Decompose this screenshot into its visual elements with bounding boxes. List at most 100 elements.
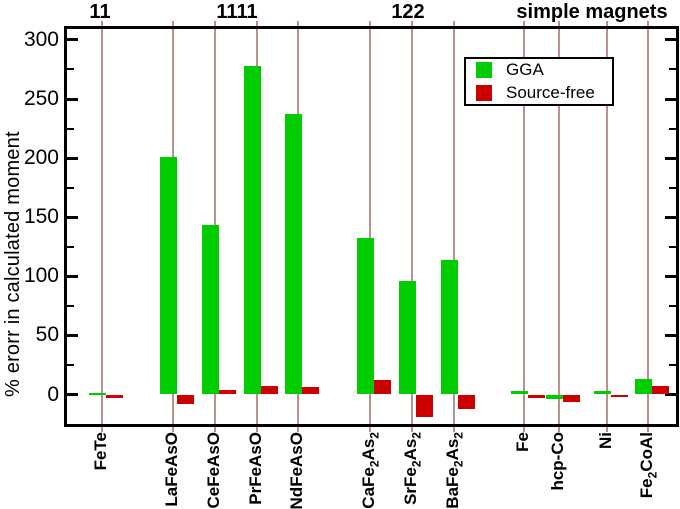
ytick-major-left-50 xyxy=(67,333,78,337)
bar-source-free-ni xyxy=(611,394,628,397)
plot-frame xyxy=(64,26,679,427)
gridline-stub-top-cefeaso xyxy=(214,21,216,26)
bar-source-free-cafe-2as-2 xyxy=(374,380,391,395)
ytick-minor-right-175 xyxy=(669,186,676,189)
gridline-stub-top-ndfeaso xyxy=(297,21,299,26)
ytick-major-right-200 xyxy=(665,156,676,160)
gridline-stub-top-srfe-2as-2 xyxy=(411,21,413,26)
x-tick-label-hcp-co: hcp-Co xyxy=(548,432,567,491)
bar-gga-srfe-2as-2 xyxy=(399,281,416,395)
gridline-stub-bottom-prfeaso xyxy=(256,427,258,432)
ytick-minor-right-25 xyxy=(669,363,676,366)
gridline-fete xyxy=(101,29,103,424)
bar-source-free-cefeaso xyxy=(219,389,236,395)
bar-source-free-ndfeaso xyxy=(302,387,319,395)
bar-gga-fe-2coal xyxy=(635,379,652,395)
bar-source-free-lafeaso xyxy=(177,394,194,404)
x-tick-label-cefeaso: CeFeAsO xyxy=(204,432,223,509)
x-tick-label-fe: Fe xyxy=(513,432,532,452)
group-label-simple-magnets: simple magnets xyxy=(516,1,668,23)
bar-source-free-fe-2coal xyxy=(652,386,669,395)
ytick-minor-left-275 xyxy=(67,68,74,71)
ytick-minor-left-75 xyxy=(67,304,74,307)
gridline-stub-top-fe-2coal xyxy=(647,21,649,26)
ytick-label-100: 100 xyxy=(23,264,59,288)
x-tick-label-fete: FeTe xyxy=(91,432,110,471)
ytick-minor-left-225 xyxy=(67,127,74,130)
x-tick-label-srfe-2as-2: SrFe2As2 xyxy=(401,432,424,505)
gridline-stub-top-ni xyxy=(606,21,608,26)
ytick-minor-right-75 xyxy=(669,304,676,307)
bar-source-free-fete xyxy=(106,394,123,399)
ytick-major-left-250 xyxy=(67,97,78,101)
x-tick-label-ni: Ni xyxy=(596,432,615,449)
x-tick-label-bafe-2as-2: BaFe2As2 xyxy=(443,432,466,509)
group-label-11: 11 xyxy=(89,1,111,23)
ytick-major-right-50 xyxy=(665,333,676,337)
ytick-label-50: 50 xyxy=(35,323,59,347)
legend-entry-gga: GGA xyxy=(476,60,612,80)
bar-gga-prfeaso xyxy=(244,65,261,395)
gridline-stub-top-prfeaso xyxy=(256,21,258,26)
gridline-stub-top-hcp-co xyxy=(558,21,560,26)
bar-gga-cafe-2as-2 xyxy=(357,238,374,395)
gridline-ni xyxy=(606,29,608,424)
ytick-minor-left-175 xyxy=(67,186,74,189)
bar-gga-cefeaso xyxy=(202,225,219,395)
gridline-stub-bottom-bafe-2as-2 xyxy=(453,427,455,432)
bar-gga-hcp-co xyxy=(546,394,563,400)
ytick-minor-left-25 xyxy=(67,363,74,366)
ytick-major-right-100 xyxy=(665,274,676,278)
gridline-stub-bottom-srfe-2as-2 xyxy=(411,427,413,432)
ytick-major-right-300 xyxy=(665,38,676,42)
ytick-major-left-200 xyxy=(67,156,78,160)
bar-gga-fete xyxy=(89,393,106,395)
ytick-label-150: 150 xyxy=(23,205,59,229)
gridline-stub-top-cafe-2as-2 xyxy=(369,21,371,26)
gridline-stub-bottom-hcp-co xyxy=(558,427,560,432)
ytick-label-200: 200 xyxy=(23,146,59,170)
ytick-label-0: 0 xyxy=(47,382,59,406)
gridline-stub-bottom-cafe-2as-2 xyxy=(369,427,371,432)
ytick-label-250: 250 xyxy=(23,87,59,110)
x-tick-label-cafe-2as-2: CaFe2As2 xyxy=(359,432,382,509)
bar-source-free-fe xyxy=(528,394,545,399)
ytick-major-right-150 xyxy=(665,215,676,219)
gridline-stub-bottom-cefeaso xyxy=(214,427,216,432)
bar-gga-lafeaso xyxy=(160,156,177,395)
gridline-stub-top-fete xyxy=(101,21,103,26)
ytick-major-right-250 xyxy=(665,97,676,101)
gridline-fe xyxy=(523,29,525,424)
gridline-stub-top-lafeaso xyxy=(172,21,174,26)
bar-gga-fe xyxy=(511,390,528,395)
ytick-minor-left-125 xyxy=(67,245,74,248)
bar-gga-bafe-2as-2 xyxy=(441,259,458,395)
ytick-major-right-0 xyxy=(665,393,676,396)
gridline-bafe-2as-2 xyxy=(453,29,455,424)
ytick-major-left-300 xyxy=(67,38,78,42)
ytick-minor-right-275 xyxy=(669,68,676,71)
gridline-stub-bottom-fete xyxy=(101,427,103,432)
x-tick-label-ndfeaso: NdFeAsO xyxy=(287,432,306,509)
legend-entry-source-free: Source-free xyxy=(476,83,612,103)
x-tick-label-fe-2coal: Fe2CoAl xyxy=(637,432,660,499)
gridline-stub-top-fe xyxy=(523,21,525,26)
legend-swatch-source-free xyxy=(476,85,492,101)
gridline-stub-bottom-ndfeaso xyxy=(297,427,299,432)
legend-label-source-free: Source-free xyxy=(506,83,595,102)
bar-source-free-bafe-2as-2 xyxy=(458,394,475,409)
bar-source-free-srfe-2as-2 xyxy=(416,394,433,417)
gridline-stub-bottom-lafeaso xyxy=(172,427,174,432)
x-tick-label-lafeaso: LaFeAsO xyxy=(162,432,181,507)
bar-gga-ndfeaso xyxy=(285,114,302,395)
gridline-srfe-2as-2 xyxy=(411,29,413,424)
bar-source-free-prfeaso xyxy=(261,386,278,395)
legend-swatch-gga xyxy=(476,62,492,78)
bar-gga-ni xyxy=(594,390,611,395)
group-label-122: 122 xyxy=(391,1,425,23)
gridline-stub-bottom-fe-2coal xyxy=(647,427,649,432)
ytick-major-left-100 xyxy=(67,274,78,278)
legend: GGA Source-free xyxy=(464,57,614,106)
ytick-major-left-0 xyxy=(67,393,78,396)
